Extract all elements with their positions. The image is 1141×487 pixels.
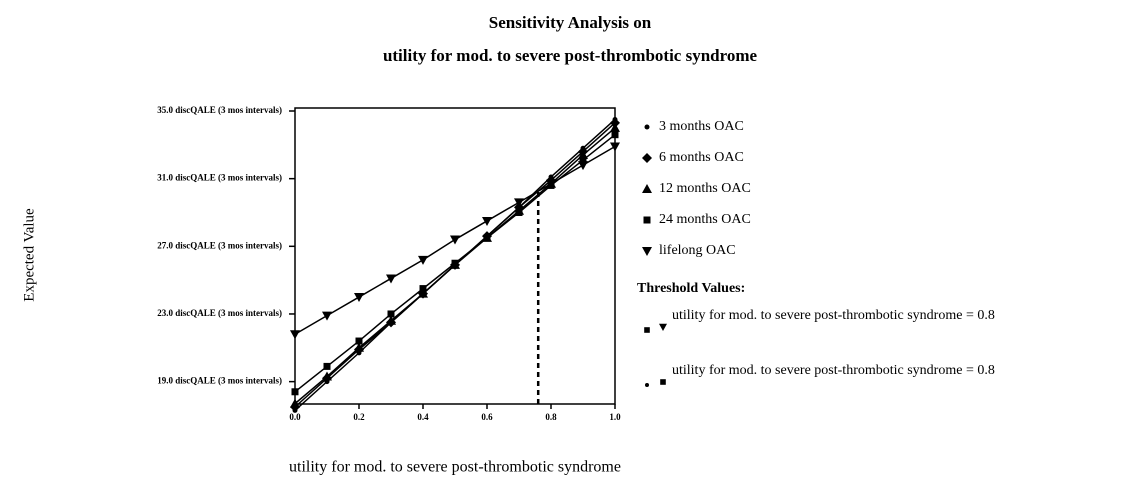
point: [354, 342, 364, 352]
legend-marker: [643, 216, 651, 224]
point: [579, 156, 587, 164]
point: [610, 117, 620, 128]
legend-marker: [642, 153, 652, 163]
point: [387, 310, 395, 318]
point: [450, 235, 460, 245]
y-tick-label: 19.0 discQALE (3 mos intervals): [157, 376, 282, 386]
point: [418, 255, 428, 265]
point: [514, 198, 524, 208]
point: [322, 371, 332, 381]
point: [610, 142, 620, 152]
legend-marker: [644, 124, 650, 130]
threshold-marker: [659, 323, 667, 331]
y-tick-label: 23.0 discQALE (3 mos intervals): [157, 308, 282, 318]
plot-frame: [294, 107, 616, 405]
point: [290, 398, 300, 408]
point: [483, 234, 491, 242]
point: [546, 179, 556, 189]
threshold-marker: [644, 327, 650, 333]
point: [322, 311, 332, 321]
threshold-text: utility for mod. to severe post-thrombot…: [672, 363, 995, 378]
x-tick-label: 0.6: [481, 412, 493, 422]
point: [578, 161, 588, 171]
point: [419, 285, 427, 293]
threshold-marker: [645, 383, 649, 387]
legend-marker: [642, 184, 652, 193]
point: [354, 293, 364, 303]
legend-label: 6 months OAC: [659, 150, 744, 165]
point: [386, 274, 396, 284]
y-tick-label: 31.0 discQALE (3 mos intervals): [157, 173, 282, 183]
point: [611, 131, 619, 139]
chart-title: utility for mod. to severe post-thrombot…: [383, 46, 758, 65]
y-tick-label: 35.0 discQALE (3 mos intervals): [157, 105, 282, 115]
x-tick-label: 0.0: [289, 412, 301, 422]
legend-label: 12 months OAC: [659, 181, 751, 196]
point: [451, 259, 459, 267]
x-tick-label: 1.0: [609, 412, 621, 422]
threshold-marker: [660, 379, 666, 385]
threshold-title: Threshold Values:: [637, 281, 745, 296]
x-tick-label: 0.2: [353, 412, 365, 422]
point: [290, 330, 300, 340]
point: [482, 216, 492, 226]
point: [323, 362, 331, 370]
point: [418, 288, 428, 298]
legend-label: lifelong OAC: [659, 243, 736, 258]
chart-title: Sensitivity Analysis on: [489, 13, 652, 32]
threshold-text: utility for mod. to severe post-thrombot…: [672, 308, 995, 323]
y-tick-label: 27.0 discQALE (3 mos intervals): [157, 240, 282, 250]
point: [355, 337, 363, 345]
legend-label: 3 months OAC: [659, 119, 744, 134]
x-tick-label: 0.8: [545, 412, 557, 422]
point: [610, 122, 620, 132]
x-axis-label: utility for mod. to severe post-thrombot…: [289, 459, 621, 476]
legend-label: 24 months OAC: [659, 212, 751, 227]
point: [515, 208, 523, 216]
y-axis-label: Expected Value: [21, 208, 37, 302]
point: [291, 388, 299, 396]
point: [386, 315, 396, 325]
x-tick-label: 0.4: [417, 412, 429, 422]
legend-marker: [642, 247, 652, 256]
